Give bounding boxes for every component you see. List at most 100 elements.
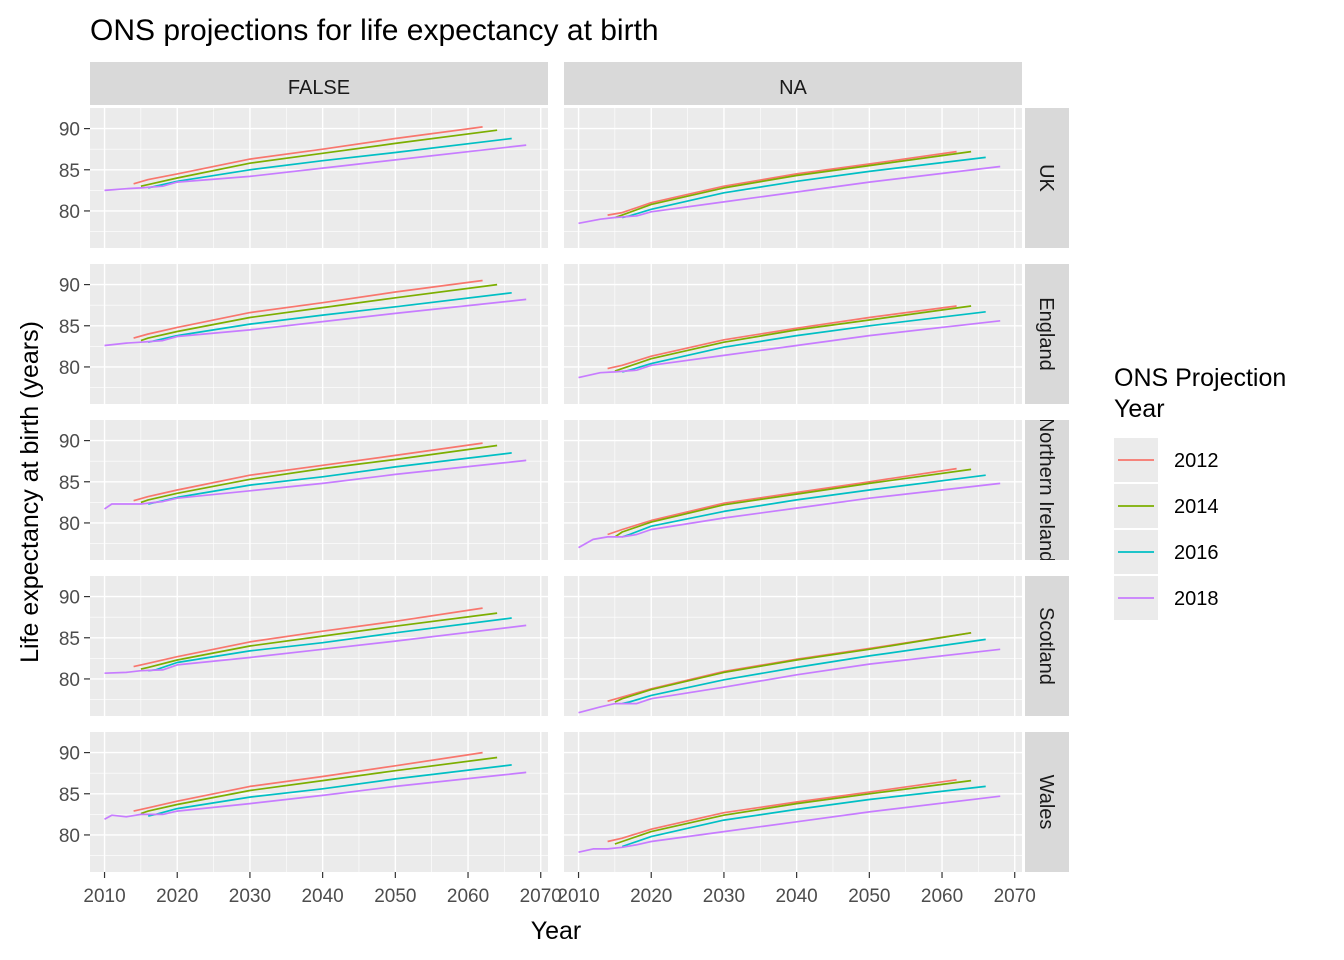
- y-tick-label: 85: [59, 317, 80, 338]
- x-tick-label: 2010: [557, 886, 599, 907]
- series-line-2012: [607, 778, 957, 843]
- series-line-2018: [578, 482, 1001, 549]
- panel-england-na: [564, 264, 1022, 404]
- series-line-2014: [614, 150, 972, 219]
- facet-column-label: FALSE: [288, 77, 350, 99]
- y-tick-label: 80: [59, 670, 80, 691]
- series-line-2014: [614, 631, 972, 703]
- facet-row-label: England: [1035, 297, 1057, 370]
- series-line-2016: [621, 474, 986, 538]
- facet-row-strip-uk: UK: [1025, 108, 1069, 248]
- panel-scotland-false: 80 85 90: [59, 576, 548, 716]
- series-line-2018: [104, 144, 527, 192]
- facet-row-label-clip: Scotland: [1035, 607, 1057, 685]
- x-tick-label: 2070: [994, 886, 1036, 907]
- panel-background: [564, 108, 1022, 248]
- series-line-2014: [140, 612, 498, 670]
- series-line-2016: [622, 638, 986, 705]
- facet-row-label-clip: England: [1035, 297, 1057, 370]
- y-tick-label: 90: [59, 276, 80, 297]
- series-line-2014: [140, 283, 498, 342]
- facet-row-label: Wales: [1035, 775, 1057, 830]
- y-tick-label: 80: [59, 202, 80, 223]
- series-line-2016: [621, 785, 986, 848]
- panel-northern-ireland-false: 80 85 90: [59, 420, 548, 560]
- chart-title: ONS projections for life expectancy at b…: [90, 14, 659, 47]
- facet-row-strip: [1025, 264, 1069, 404]
- y-tick-label: 80: [59, 358, 80, 379]
- series-line-2018: [104, 624, 527, 675]
- legend: ONS Projection Year 2012 2014 2016 2018: [1114, 364, 1286, 620]
- panel-northern-ireland-na: [564, 420, 1022, 560]
- facet-row-strip: [1025, 420, 1069, 560]
- series-line-2012: [133, 751, 483, 812]
- series-line-2018: [578, 795, 1001, 854]
- series-line-2012: [607, 467, 957, 536]
- facet-row-strip-england: England: [1025, 264, 1069, 404]
- y-tick-label: 90: [59, 744, 80, 765]
- facet-row-label: Scotland: [1035, 607, 1057, 685]
- legend-label: 2014: [1174, 496, 1219, 518]
- series-line-2018: [578, 648, 1001, 714]
- legend-label: 2016: [1174, 542, 1219, 564]
- facet-row-strip: [1025, 732, 1069, 872]
- facet-row-strip-scotland: Scotland: [1025, 576, 1069, 716]
- facet-column-label: NA: [779, 77, 807, 99]
- x-axis-title: Year: [531, 917, 582, 945]
- series-line-2018: [578, 165, 1001, 225]
- series-line-2014: [140, 129, 498, 188]
- legend-entries: 2012 2014 2016 2018: [1114, 438, 1219, 620]
- series-line-2014: [140, 756, 498, 815]
- facet-column-strip: [564, 62, 1022, 105]
- panel-background: [90, 420, 548, 560]
- series-line-2014: [614, 305, 972, 372]
- legend-item-2012: 2012: [1114, 438, 1219, 482]
- facet-column-strip: [90, 62, 548, 105]
- x-tick-label: 2020: [630, 886, 672, 907]
- panel-wales-false: 80 85 90 2010 2020 2030 2040 2050 2060 2070: [59, 732, 562, 907]
- x-tick-label: 2060: [447, 886, 489, 907]
- panel-background: [90, 732, 548, 872]
- panel-wales-na: 2010 2020 2030 2040 2050 2060 2070: [557, 732, 1036, 907]
- facet-row-strip: [1025, 576, 1069, 716]
- panel-background: [90, 108, 548, 248]
- facet-row-label: Northern Ireland: [1035, 418, 1057, 563]
- x-tick-label: 2030: [703, 886, 745, 907]
- y-tick-label: 90: [59, 432, 80, 453]
- legend-item-2018: 2018: [1114, 576, 1219, 620]
- panel-background: [90, 576, 548, 716]
- panel-england-false: 80 85 90: [59, 264, 548, 404]
- facet-row-strip-northern-ireland: Northern Ireland: [1025, 418, 1069, 563]
- x-tick-label: 2020: [156, 886, 198, 907]
- y-tick-label: 85: [59, 785, 80, 806]
- facet-row-strip: [1025, 108, 1069, 248]
- legend-title-line-1: ONS Projection: [1114, 364, 1286, 392]
- y-tick-label: 80: [59, 514, 80, 535]
- panel-uk-false: 80 85 90: [59, 108, 548, 248]
- facet-panels: 80 85 90 FALSE NA UK 80 85 90 England 80 85 90 Northe…: [59, 62, 1069, 907]
- x-tick-label: 2040: [301, 886, 343, 907]
- legend-label: 2012: [1174, 450, 1219, 472]
- series-line-2018: [104, 771, 527, 821]
- facet-row-label-clip: UK: [1035, 164, 1057, 192]
- y-tick-label: 80: [59, 826, 80, 847]
- legend-item-2016: 2016: [1114, 530, 1219, 574]
- y-tick-label: 85: [59, 161, 80, 182]
- x-tick-label: 2050: [848, 886, 890, 907]
- legend-label: 2018: [1174, 588, 1219, 610]
- series-line-2018: [104, 298, 527, 347]
- series-line-2014: [614, 468, 972, 538]
- series-line-2012: [133, 607, 483, 668]
- series-line-2018: [578, 319, 1001, 379]
- y-tick-label: 90: [59, 120, 80, 141]
- facet-row-label: UK: [1035, 164, 1057, 192]
- x-tick-label: 2030: [229, 886, 271, 907]
- series-line-2018: [104, 459, 527, 510]
- facet-row-label-clip: Wales: [1035, 775, 1057, 830]
- series-line-2012: [607, 150, 957, 216]
- x-tick-label: 2070: [520, 886, 562, 907]
- panel-scotland-na: [564, 576, 1022, 716]
- y-tick-label: 85: [59, 473, 80, 494]
- x-tick-label: 2010: [83, 886, 125, 907]
